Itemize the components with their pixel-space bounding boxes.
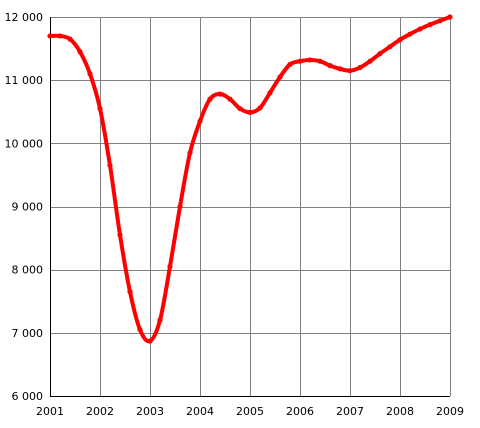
series-group [47,14,453,344]
data-point [377,51,383,57]
x-tick-label: 2008 [386,405,414,418]
data-point [437,18,443,24]
data-point [407,31,413,37]
x-tick-label: 2007 [336,405,364,418]
x-tick-label: 2005 [236,405,264,418]
data-point [157,317,163,323]
data-point [317,58,323,64]
y-tick-label: 9 000 [12,201,44,214]
y-tick-label: 7 000 [12,327,44,340]
data-point [327,63,333,69]
x-tick-label: 2003 [136,405,164,418]
y-tick-label: 12 000 [5,11,44,24]
data-point [97,105,103,112]
data-point [347,68,353,74]
data-point [237,105,243,112]
data-point [107,162,113,169]
data-point [417,26,423,32]
data-point [267,90,273,96]
data-point [167,263,173,270]
x-tick-label: 2001 [36,405,64,418]
x-tick-label: 2004 [186,405,214,418]
data-point [87,71,93,77]
y-tick-label: 10 000 [5,137,44,150]
data-point [257,105,263,111]
data-point [147,338,153,344]
data-point [47,33,53,39]
y-tick-label: 11 000 [5,74,44,87]
grid [50,17,451,397]
data-point [177,203,183,210]
data-point [137,327,143,333]
data-point [207,96,213,102]
data-point [77,49,83,55]
data-point [397,37,403,43]
data-point [277,74,283,80]
data-point [197,118,203,124]
x-tick-label: 2002 [86,405,114,418]
y-axis-labels: 6 000 7 000 8 000 9 000 10 000 11 000 12 000 [5,11,44,403]
data-point [307,57,313,63]
data-point [427,21,433,28]
data-point [57,33,63,39]
data-point [337,66,343,72]
data-point [447,14,453,20]
y-tick-label: 6 000 [12,390,44,403]
x-axis-labels: 2001 2002 2003 2004 2005 2006 2007 2008 2009 [36,405,464,418]
data-point [297,58,303,64]
data-point [67,36,73,42]
y-tick-label: 8 000 [12,264,44,277]
axes [50,17,450,397]
data-point [367,58,373,64]
data-point [357,64,363,71]
data-point [387,44,393,50]
data-point [217,91,223,97]
data-point [227,96,233,102]
data-point [247,109,253,115]
x-tick-label: 2006 [286,405,314,418]
x-tick-label: 2009 [436,405,464,418]
data-point [117,232,123,238]
data-point [187,150,193,156]
data-point [287,61,293,67]
data-point [127,289,133,295]
